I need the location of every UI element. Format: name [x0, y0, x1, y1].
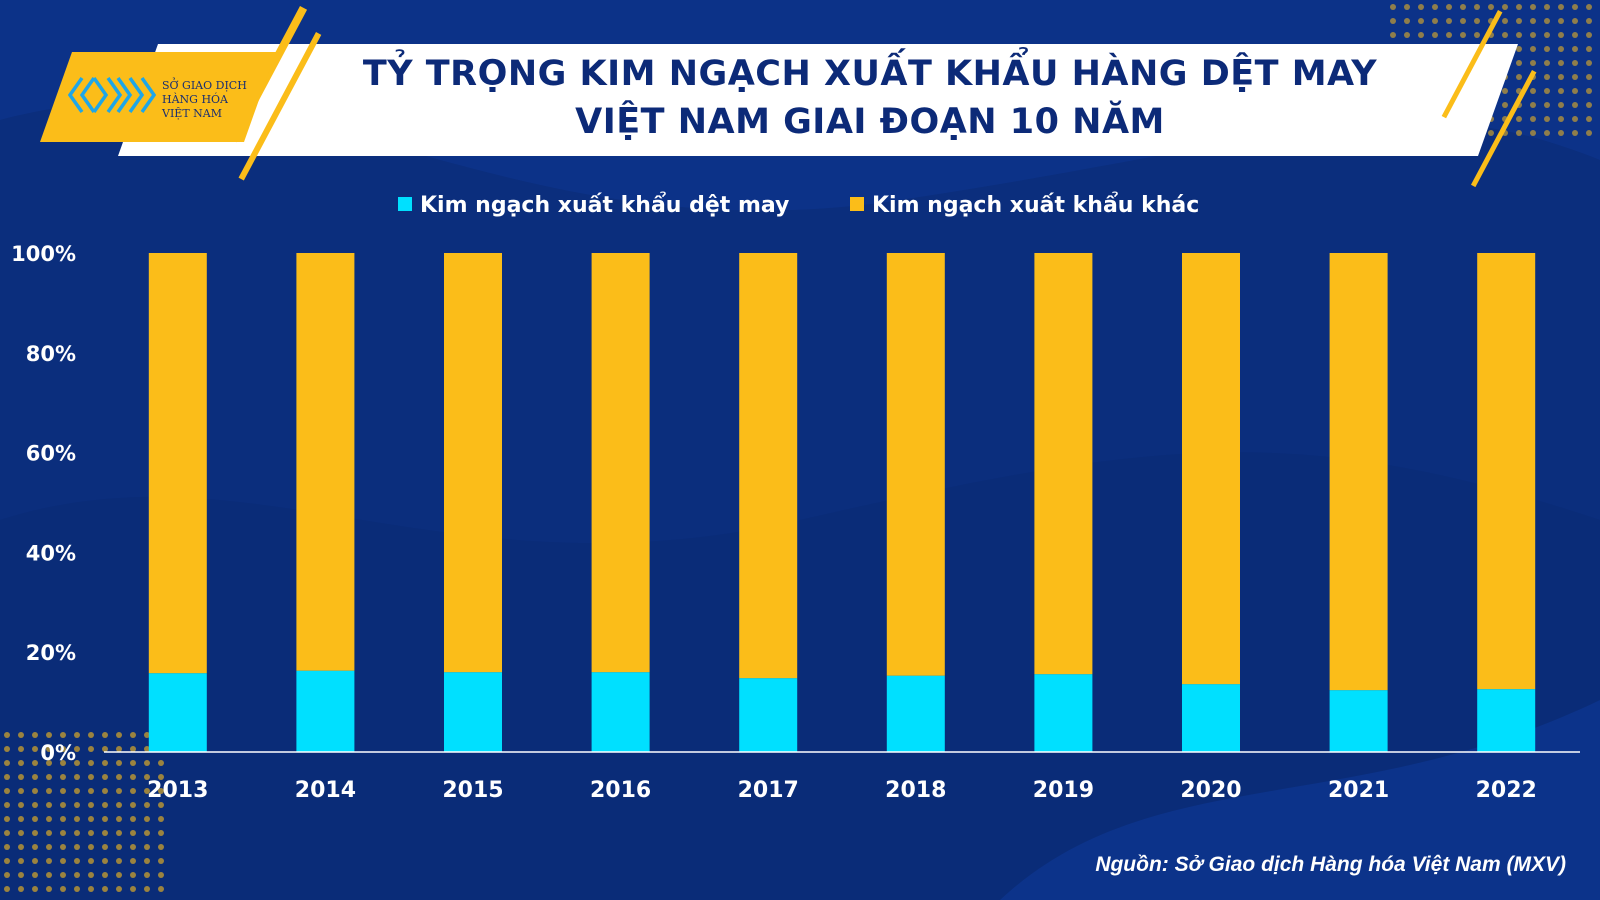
legend-label: Kim ngạch xuất khẩu khác — [872, 192, 1199, 218]
logo-line-3: VIỆT NAM — [162, 107, 222, 120]
chart-title-line-2: VIỆT NAM GIAI ĐOẠN 10 NĂM — [575, 102, 1165, 142]
x-tick-label: 2021 — [1328, 778, 1389, 803]
bar-other-2021 — [1329, 253, 1388, 691]
legend-swatch — [850, 197, 864, 211]
bar-other-2020 — [1182, 253, 1240, 685]
logo-text: SỞ GIAO DỊCH HÀNG HÓA VIỆT NAM — [162, 79, 272, 121]
y-tick-label: 60% — [26, 442, 76, 466]
x-tick-label: 2016 — [590, 778, 651, 803]
bar-other-2013 — [148, 253, 207, 674]
bar-other-2018 — [886, 253, 945, 676]
bar-textile-2020 — [1182, 684, 1240, 752]
y-axis: 0% 20% 40% 60% 80% 100% — [11, 242, 76, 765]
mxv-logo-icon — [68, 76, 156, 114]
bar-textile-2016 — [591, 672, 650, 752]
y-tick-label: 20% — [26, 641, 76, 665]
bar-textile-2013 — [148, 673, 207, 752]
x-tick-label: 2014 — [295, 778, 356, 803]
bar-other-2015 — [444, 253, 502, 673]
title-banner — [118, 44, 1518, 156]
y-tick-label: 40% — [26, 541, 76, 565]
legend: Kim ngạch xuất khẩu dệt may Kim ngạch xuấ… — [398, 192, 1199, 218]
bar-textile-2022 — [1477, 689, 1536, 752]
x-axis: 2013 2014 2015 2016 2017 2018 2019 2020 2021 2022 — [147, 778, 1537, 803]
bar-textile-2019 — [1034, 674, 1093, 752]
y-tick-label: 100% — [11, 242, 76, 266]
x-tick-label: 2020 — [1180, 778, 1241, 803]
bar-other-2014 — [296, 253, 355, 671]
legend-label: Kim ngạch xuất khẩu dệt may — [420, 192, 789, 218]
bar-textile-2021 — [1329, 690, 1388, 752]
x-tick-label: 2015 — [442, 778, 503, 803]
legend-swatch — [398, 197, 412, 211]
x-tick-label: 2019 — [1033, 778, 1094, 803]
bar-other-2019 — [1034, 253, 1093, 675]
logo-line-2: HÀNG HÓA — [162, 93, 228, 106]
bar-other-2016 — [591, 253, 650, 673]
bar-textile-2017 — [739, 678, 798, 752]
x-tick-label: 2022 — [1476, 778, 1537, 803]
bars — [148, 253, 1536, 752]
y-tick-label: 0% — [40, 741, 76, 765]
chart-title-line-1: TỶ TRỌNG KIM NGẠCH XUẤT KHẨU HÀNG DỆT MA… — [362, 54, 1378, 94]
bar-textile-2018 — [886, 675, 945, 752]
logo-line-1: SỞ GIAO DỊCH — [162, 79, 247, 92]
bar-textile-2015 — [444, 672, 502, 752]
bar-other-2017 — [739, 253, 798, 679]
bar-other-2022 — [1477, 253, 1536, 690]
x-tick-label: 2017 — [738, 778, 799, 803]
x-tick-label: 2018 — [885, 778, 946, 803]
chart-title: TỶ TRỌNG KIM NGẠCH XUẤT KHẨU HÀNG DỆT MA… — [260, 50, 1480, 150]
bar-textile-2014 — [296, 670, 355, 752]
x-tick-label: 2013 — [147, 778, 208, 803]
source-note: Nguồn: Sở Giao dịch Hàng hóa Việt Nam (M… — [1095, 853, 1566, 876]
logo-box — [40, 52, 276, 142]
y-tick-label: 80% — [26, 342, 76, 366]
